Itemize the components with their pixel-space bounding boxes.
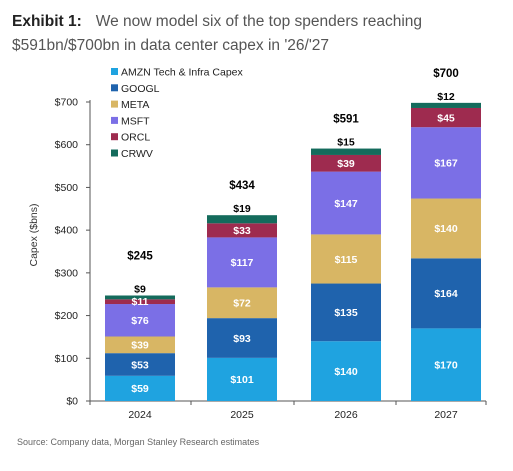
source-note: Source: Company data, Morgan Stanley Res…	[17, 437, 260, 447]
bar-googl-2026	[311, 283, 381, 342]
data-label: $170	[434, 359, 458, 371]
bar-msft-2025	[207, 237, 277, 288]
x-tick-label: 2027	[434, 409, 458, 421]
bar-crwv-2024	[105, 295, 175, 300]
data-label: $101	[230, 374, 254, 386]
y-tick-label: $200	[55, 310, 79, 322]
x-tick-label: 2025	[230, 409, 254, 421]
bar-orcl-2024	[105, 299, 175, 305]
data-label: $11	[132, 296, 149, 308]
data-label: $167	[434, 158, 458, 170]
data-label: $33	[233, 225, 251, 237]
exhibit-label: Exhibit 1:	[12, 13, 82, 30]
data-label: $39	[337, 158, 355, 170]
y-tick-label: $0	[66, 396, 78, 408]
data-label: $15	[337, 137, 355, 149]
y-tick-label: $700	[55, 97, 79, 109]
bar-amzn-2024	[105, 375, 175, 401]
legend-label: ORCL	[121, 132, 150, 144]
bar-msft-2026	[311, 171, 381, 235]
bar-meta-2026	[311, 234, 381, 284]
data-label: $12	[437, 91, 455, 103]
data-label: $140	[434, 223, 458, 235]
legend-label: MSFT	[121, 115, 150, 127]
data-label: $115	[335, 254, 358, 266]
total-label: $434	[229, 180, 255, 192]
legend-swatch	[111, 68, 118, 75]
data-label: $39	[131, 340, 149, 352]
y-tick-label: $100	[55, 353, 79, 365]
legend-swatch	[111, 100, 118, 108]
bar-googl-2027	[411, 258, 481, 329]
legend-label: CRWV	[121, 148, 153, 160]
bar-googl-2025	[207, 318, 277, 358]
bar-amzn-2025	[207, 357, 277, 401]
bar-meta-2025	[207, 287, 277, 319]
x-tick-label: 2026	[334, 409, 358, 421]
legend-label: META	[121, 99, 149, 111]
bar-msft-2024	[105, 304, 175, 337]
data-label: $76	[131, 315, 149, 327]
bar-googl-2024	[105, 353, 175, 376]
bar-msft-2027	[411, 127, 481, 199]
title-text: We now model six of the top spenders rea…	[12, 13, 423, 54]
data-label: $59	[131, 383, 149, 395]
bar-crwv-2027	[411, 102, 481, 108]
data-label: $147	[334, 198, 358, 210]
data-label: $117	[231, 257, 254, 269]
data-label: $140	[334, 366, 358, 378]
x-tick-label: 2024	[128, 409, 152, 421]
data-label: $53	[131, 359, 149, 371]
data-label: $9	[134, 283, 146, 295]
bar-amzn-2026	[311, 341, 381, 401]
bar-amzn-2027	[411, 328, 481, 401]
bar-orcl-2027	[411, 107, 481, 128]
legend-swatch	[111, 133, 118, 141]
total-label: $245	[127, 250, 153, 262]
data-label: $135	[334, 307, 358, 319]
legend-label: AMZN Tech & Infra Capex	[121, 67, 244, 79]
bar-crwv-2025	[207, 215, 277, 224]
data-label: $19	[233, 203, 251, 215]
total-label: $591	[333, 114, 359, 126]
bar-meta-2024	[105, 336, 175, 354]
legend-swatch	[111, 116, 118, 124]
data-label: $72	[233, 298, 251, 310]
data-label: $164	[434, 288, 458, 300]
legend-swatch	[111, 84, 118, 92]
legend-swatch	[111, 149, 118, 157]
y-axis-title: Capex ($bns)	[28, 203, 40, 266]
chart-title: Exhibit 1: We now model six of the top sp…	[12, 10, 504, 58]
bar-orcl-2025	[207, 223, 277, 238]
y-tick-label: $600	[55, 139, 79, 151]
bar-crwv-2026	[311, 148, 381, 155]
y-tick-label: $400	[55, 225, 79, 237]
bar-meta-2027	[411, 198, 481, 259]
total-label: $700	[433, 68, 459, 80]
y-tick-label: $500	[55, 182, 79, 194]
data-label: $93	[233, 333, 251, 345]
data-label: $45	[437, 112, 455, 124]
y-tick-label: $300	[55, 267, 79, 279]
legend-label: GOOGL	[121, 83, 160, 95]
bar-orcl-2026	[311, 154, 381, 172]
